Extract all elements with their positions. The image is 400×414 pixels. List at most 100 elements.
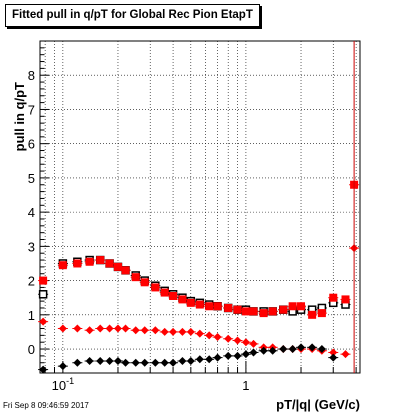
data-point [233, 305, 242, 314]
data-point [131, 326, 140, 335]
data-point [121, 324, 130, 333]
y-tick-label: 2 [28, 274, 35, 289]
data-point [341, 350, 350, 359]
chart-title: Fitted pull in q/pT for Global Rec Pion … [5, 4, 260, 27]
data-point [73, 259, 82, 268]
axes: 0 1 2 3 4 5 6 7 8 10-1 1 [28, 47, 357, 393]
y-tick-label: 6 [28, 137, 35, 152]
data-point [249, 339, 258, 348]
data-point [329, 353, 338, 362]
x-axis-label: pT/|q| (GeV/c) [276, 397, 360, 412]
data-point [186, 298, 195, 307]
data-point [169, 291, 178, 300]
data-point [105, 259, 114, 268]
data-point [195, 355, 204, 364]
data-point [151, 326, 160, 335]
data-point [178, 327, 187, 336]
data-point [288, 302, 297, 311]
data-point [297, 343, 306, 352]
data-point [268, 346, 277, 355]
data-markers [38, 41, 360, 374]
grid-lines [40, 41, 360, 373]
data-point [288, 345, 297, 354]
data-point [113, 324, 122, 333]
data-point [279, 305, 288, 314]
data-point [96, 357, 105, 366]
data-point [58, 324, 67, 333]
data-point [224, 334, 233, 343]
data-point [195, 329, 204, 338]
data-point [308, 310, 317, 319]
data-point [121, 266, 130, 275]
data-point [279, 345, 288, 354]
data-point [186, 327, 195, 336]
data-point [151, 283, 160, 292]
data-point [113, 262, 122, 271]
data-point [73, 324, 82, 333]
plot-frame [39, 40, 361, 374]
data-point [241, 307, 250, 316]
data-point [186, 357, 195, 366]
data-point [39, 276, 48, 285]
data-point [96, 256, 105, 265]
data-point [58, 362, 67, 371]
y-tick-label: 3 [28, 239, 35, 254]
data-point [233, 336, 242, 345]
data-point [317, 345, 326, 354]
data-point [205, 331, 214, 340]
data-point [297, 302, 306, 311]
data-point [58, 261, 67, 270]
data-point [329, 293, 338, 302]
data-point [259, 346, 268, 355]
data-point [233, 351, 242, 360]
y-tick-label: 5 [28, 171, 35, 186]
data-point [169, 327, 178, 336]
data-point [224, 303, 233, 312]
data-point [329, 348, 338, 357]
data-point [213, 333, 222, 342]
data-point [317, 309, 326, 318]
data-point [39, 365, 48, 374]
data-point [38, 290, 48, 299]
data-point [160, 358, 169, 367]
data-point [195, 300, 204, 309]
data-point [96, 324, 105, 333]
data-point [341, 295, 350, 304]
data-point [213, 302, 222, 311]
data-point [308, 343, 317, 352]
y-tick-label: 1 [28, 308, 35, 323]
data-point [205, 302, 214, 311]
data-point [140, 358, 149, 367]
data-point [249, 348, 258, 357]
data-point [105, 324, 114, 333]
data-point [259, 309, 268, 318]
data-point [39, 317, 48, 326]
y-tick-label: 4 [28, 205, 35, 220]
data-point [160, 288, 169, 297]
data-point [85, 357, 94, 366]
data-point [113, 357, 122, 366]
data-point [205, 355, 214, 364]
data-point [105, 357, 114, 366]
data-point [249, 307, 258, 316]
data-point [178, 295, 187, 304]
y-tick-label: 7 [28, 102, 35, 117]
y-tick-label: 8 [28, 68, 35, 83]
data-point [140, 326, 149, 335]
data-point [178, 357, 187, 366]
timestamp: Fri Sep 8 09:46:59 2017 [3, 401, 89, 410]
data-point [268, 307, 277, 316]
data-point [121, 358, 130, 367]
y-tick-label: 0 [28, 342, 35, 357]
data-point [213, 353, 222, 362]
data-point [160, 327, 169, 336]
data-point [131, 358, 140, 367]
x-tick-label: 1 [242, 378, 249, 393]
data-point [73, 358, 82, 367]
data-point [85, 257, 94, 266]
y-axis-label: pull in q/pT [12, 82, 27, 152]
data-point [241, 350, 250, 359]
data-point [131, 273, 140, 282]
x-tick-label: 10-1 [52, 376, 74, 393]
